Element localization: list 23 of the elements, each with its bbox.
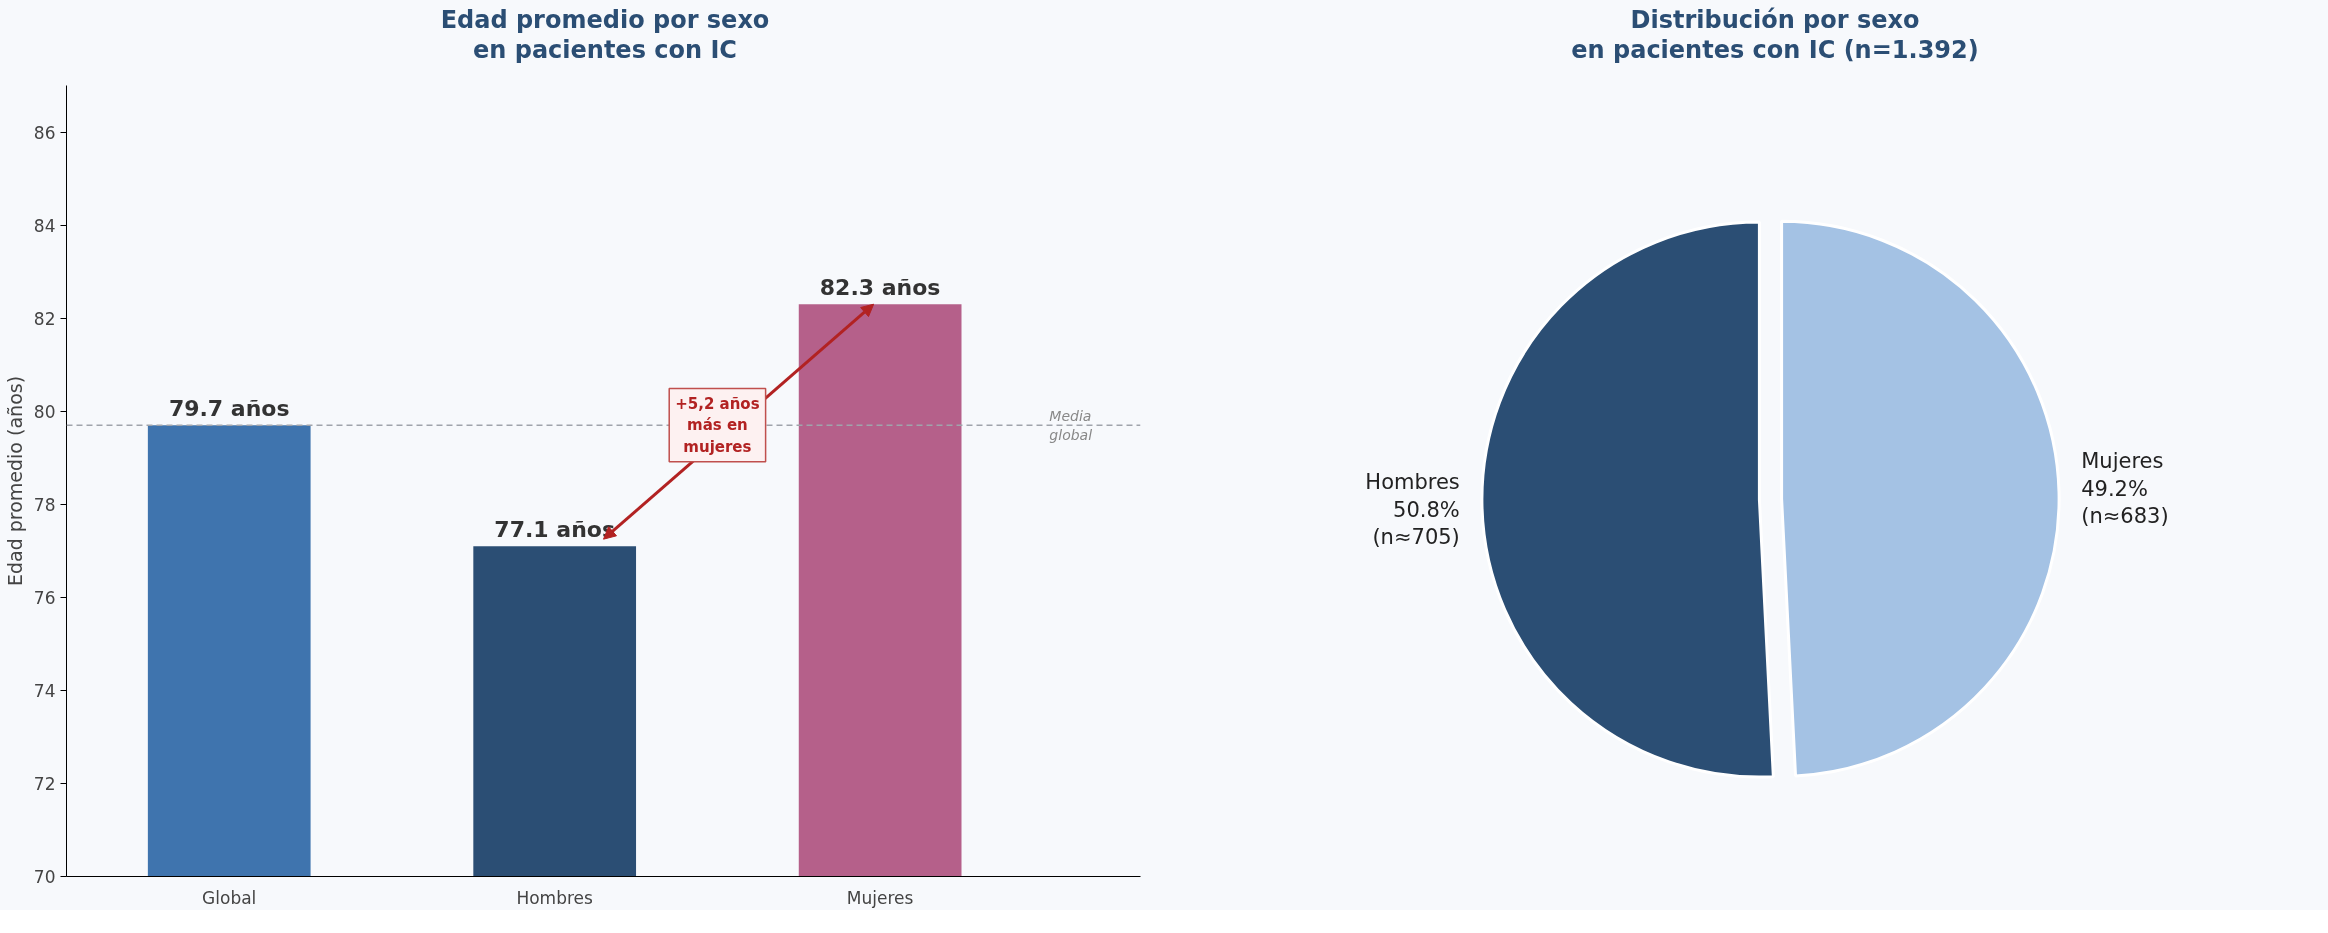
y-tick-label: 80 bbox=[33, 401, 56, 422]
data-label: 50.8% (n≈705) bbox=[1372, 497, 1460, 550]
y-tick-label: 74 bbox=[33, 680, 56, 701]
x-tick-label: Mujeres bbox=[846, 887, 914, 908]
data-label: 79.7 años bbox=[168, 396, 290, 422]
data-label: 49.2% (n≈683) bbox=[2081, 476, 2169, 529]
y-axis-title: Edad promedio (años) bbox=[3, 375, 26, 587]
ref-line-label: Media global bbox=[1049, 407, 1093, 443]
chart-title: Distribución por sexo en pacientes con IC (n=1.392) bbox=[1571, 5, 1979, 65]
y-tick-label: 76 bbox=[33, 587, 56, 608]
y-tick-label: 84 bbox=[33, 215, 56, 236]
y-tick-label: 78 bbox=[33, 494, 56, 515]
x-tick-label: Hombres bbox=[516, 887, 594, 908]
y-tick-label: 86 bbox=[33, 122, 56, 143]
slice-label: Hombres bbox=[1365, 469, 1460, 494]
y-tick-label: 70 bbox=[33, 867, 56, 887]
chart-title: Edad promedio por sexo en pacientes con IC bbox=[440, 5, 770, 65]
y-tick-label: 72 bbox=[33, 773, 56, 794]
y-tick-label: 82 bbox=[33, 308, 56, 329]
data-label: 82.3 años bbox=[819, 275, 941, 301]
slice-label: Mujeres bbox=[2081, 449, 2164, 474]
x-tick-label: Global bbox=[202, 887, 257, 908]
annotation: +5,2 años más en mujeres bbox=[675, 394, 760, 456]
